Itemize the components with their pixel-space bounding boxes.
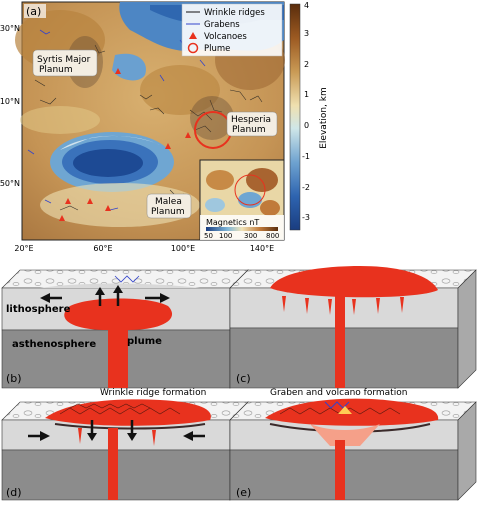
hesperia-label-1: Hesperia: [231, 115, 271, 125]
cb-tick-m2: -2: [302, 183, 310, 192]
inset-title: Magnetics nT: [206, 218, 259, 227]
cb-tick-2: 2: [304, 60, 309, 69]
panel-c-label: (c): [236, 372, 251, 385]
panel-c: (c): [229, 266, 477, 389]
syrtis-label-2: Planum: [39, 65, 73, 75]
legend-plume: Plume: [204, 44, 230, 54]
malea-label-1: Malea: [155, 197, 182, 207]
label-hesperia: Hesperia Planum: [226, 111, 278, 137]
cb-tick-m1: -1: [302, 152, 310, 161]
label-syrtis: Syrtis Major Planum: [32, 49, 98, 77]
syrtis-label-1: Syrtis Major: [37, 55, 91, 65]
panel-b-label: (b): [6, 372, 22, 385]
panel-e: Graben and volcano formation (e): [229, 388, 477, 501]
lon-tick-20e: 20°E: [14, 244, 33, 253]
cb-tick-1: 1: [304, 90, 309, 99]
legend-plume-icon: [187, 42, 199, 54]
panel-e-title: Graben and volcano formation: [270, 388, 407, 398]
lat-tick-50s: -50°N: [0, 179, 20, 188]
compression-arrows: [28, 420, 205, 441]
lat-tick-30n: 30°N: [0, 24, 20, 33]
panel-d: Wrinkle ridge formation (d): [1, 388, 249, 501]
magnetics-inset: Magnetics nT 50 100 300 800: [199, 159, 285, 241]
map-legend: Wrinkle ridges Grabens Volcanoes Plume: [181, 3, 283, 57]
inset-tick-3: 300: [244, 232, 257, 240]
legend-wrinkle: Wrinkle ridges: [204, 8, 265, 18]
lat-tick-10s: -10°N: [0, 97, 20, 106]
asthenosphere-label: asthenosphere: [12, 339, 96, 350]
panel-e-label: (e): [236, 486, 251, 499]
panel-d-title: Wrinkle ridge formation: [100, 388, 206, 398]
legend-volcanoes: Volcanoes: [204, 32, 247, 42]
cb-tick-0: 0: [304, 121, 309, 130]
malea-label-2: Planum: [151, 207, 185, 217]
colorbar-ticks: 4 3 2 1 0 -1 -2 -3: [302, 1, 310, 222]
colorbar-label: Elevation, km: [319, 87, 329, 149]
magnetics-colorbar: [206, 227, 278, 231]
panel-a-label: (a): [26, 5, 41, 18]
panel-d-label: (d): [6, 486, 22, 499]
inset-tick-2: 100: [219, 232, 232, 240]
cb-tick-m3: -3: [302, 213, 310, 222]
plume-label: plume: [127, 336, 162, 347]
volcano-markers: [59, 68, 191, 221]
panel-b: lithosphere asthenosphere plume (b): [1, 269, 249, 389]
label-malea: Malea Planum: [146, 193, 192, 219]
lon-tick-140e: 140°E: [250, 244, 274, 253]
legend-grabens: Grabens: [204, 20, 240, 30]
inset-tick-4: 800: [266, 232, 279, 240]
lon-tick-100e: 100°E: [171, 244, 195, 253]
cb-tick-3: 3: [304, 29, 309, 38]
lon-tick-60e: 60°E: [93, 244, 112, 253]
legend-volcano-icon: [189, 32, 197, 39]
panel-a: Magnetics nT 50 100 300 800 Syrtis Major…: [0, 1, 329, 253]
hesperia-label-2: Planum: [232, 125, 266, 135]
extension-arrows: [40, 285, 170, 306]
lithosphere-label: lithosphere: [6, 304, 71, 315]
elevation-colorbar: [289, 3, 301, 231]
inset-tick-1: 50: [204, 232, 213, 240]
cb-tick-4: 4: [304, 1, 309, 10]
